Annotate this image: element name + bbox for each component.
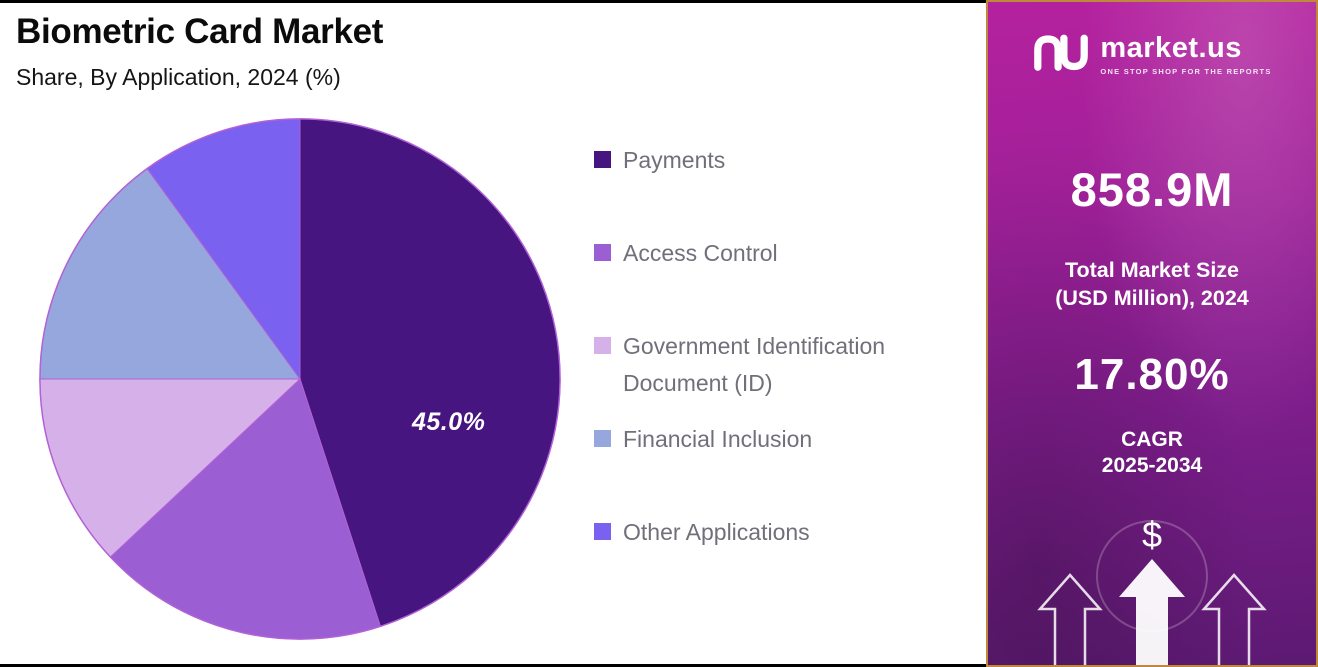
brand-tagline: ONE STOP SHOP FOR THE REPORTS xyxy=(1100,66,1272,76)
market-size-label: Total Market Size (USD Million), 2024 xyxy=(988,256,1316,313)
brand-name: market.us xyxy=(1100,31,1242,64)
page-title: Biometric Card Market xyxy=(16,12,384,51)
legend-item-payments: Payments xyxy=(594,142,968,179)
pie-outline xyxy=(39,118,561,640)
market-size-value: 858.9M xyxy=(1070,163,1234,216)
cagr-value: 17.80% xyxy=(1074,350,1230,399)
market-size-label-line2: (USD Million), 2024 xyxy=(1055,286,1249,311)
cagr-label: CAGR xyxy=(1121,428,1183,451)
legend-swatch-icon xyxy=(594,244,611,261)
legend-label: Government Identification Document (ID) xyxy=(623,333,886,396)
legend-item-other-applications: Other Applications xyxy=(594,514,968,551)
legend-swatch-icon xyxy=(594,337,611,354)
brand-text: market.us ONE STOP SHOP FOR THE REPORTS xyxy=(1100,31,1272,76)
legend-swatch-icon xyxy=(594,523,611,540)
bottom-border xyxy=(0,664,1318,667)
legend-item-financial-inclusion: Financial Inclusion xyxy=(594,421,968,458)
sidebar-panel: market.us ONE STOP SHOP FOR THE REPORTS … xyxy=(986,0,1318,667)
chart-area: Biometric Card Market Share, By Applicat… xyxy=(16,12,968,640)
legend: Payments Access Control Government Identif… xyxy=(594,142,968,607)
legend-label: Access Control xyxy=(623,240,778,266)
top-border xyxy=(0,0,1318,3)
legend-label: Payments xyxy=(623,147,726,173)
dollar-icon: $ xyxy=(1141,514,1163,555)
brand-logo: market.us ONE STOP SHOP FOR THE REPORTS xyxy=(988,28,1316,81)
legend-swatch-icon xyxy=(594,151,611,168)
market-size-label-line1: Total Market Size xyxy=(1064,258,1240,282)
legend-label: Financial Inclusion xyxy=(623,426,813,452)
legend-swatch-icon xyxy=(594,430,611,447)
legend-item-government-identification-document-id-: Government Identification Document (ID) xyxy=(594,328,968,402)
pie-data-label: 45.0% xyxy=(412,408,486,436)
cagr-period: 2025-2034 xyxy=(1101,454,1203,477)
growth-arrows-icon xyxy=(1022,557,1282,665)
market-us-logo-icon xyxy=(1032,28,1090,81)
legend-label: Other Applications xyxy=(623,519,810,545)
page-subtitle: Share, By Application, 2024 (%) xyxy=(16,64,341,90)
legend-item-access-control: Access Control xyxy=(594,235,968,272)
chart-header: Biometric Card Market Share, By Applicat… xyxy=(16,12,383,91)
pie-chart xyxy=(39,118,561,640)
